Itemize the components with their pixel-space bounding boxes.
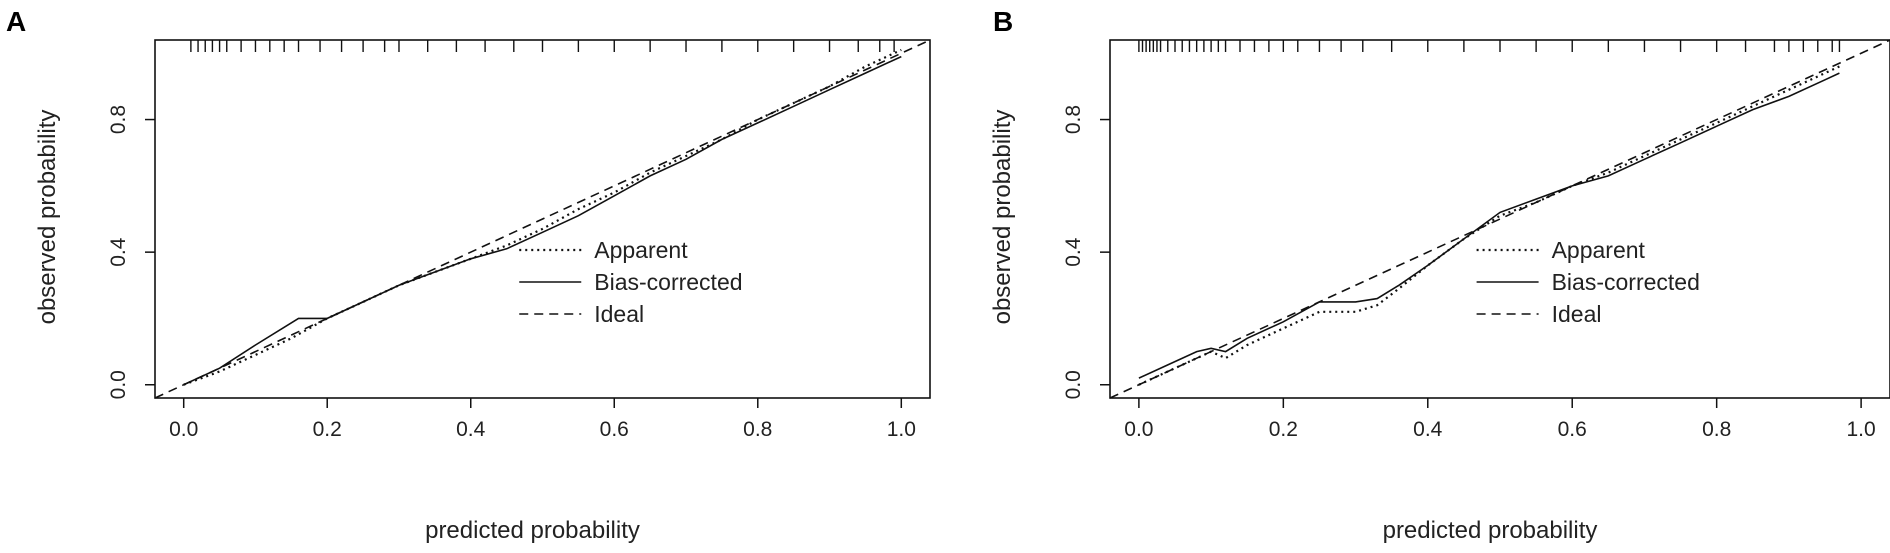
y-tick-label: 0.4 <box>1062 237 1085 267</box>
legend-label: Bias-corrected <box>1552 269 1700 295</box>
x-tick-label: 0.0 <box>169 418 198 441</box>
panel-label-b: B <box>993 6 1014 37</box>
panel-label-a: A <box>6 6 27 37</box>
series-line-bias-corrected <box>1138 72 1840 379</box>
x-tick-label: 1.0 <box>1847 418 1876 441</box>
calibration-chart-b: 0.0 0.2 0.4 0.6 0.8 1.0 0.0 0.4 0.8 predicted pro… <box>989 39 1890 544</box>
y-axis-label: observed probability <box>34 110 61 325</box>
legend-label: Ideal <box>1552 301 1602 327</box>
legend-label: Apparent <box>1552 237 1646 263</box>
x-tick-label: 0.2 <box>313 418 342 441</box>
x-tick-label: 0.4 <box>1413 418 1443 441</box>
legend-label: Ideal <box>594 301 644 327</box>
y-tick-label: 0.8 <box>107 105 130 134</box>
x-tick-label: 1.0 <box>887 418 916 441</box>
x-tick-label: 0.2 <box>1269 418 1298 441</box>
series-line-bias-corrected <box>183 55 902 386</box>
y-axis-label: observed probability <box>989 110 1016 325</box>
legend-label: Apparent <box>594 237 688 263</box>
calibration-chart-a: 0.0 0.2 0.4 0.6 0.8 1.0 0.0 0.4 0.8 predicted pro… <box>34 39 931 544</box>
y-tick-label: 0.0 <box>1062 370 1085 399</box>
x-axis-label: predicted probability <box>425 517 640 544</box>
x-tick-label: 0.8 <box>743 418 772 441</box>
legend-label: Bias-corrected <box>594 269 742 295</box>
series-line-ideal <box>1109 39 1890 399</box>
series-line-apparent <box>183 48 902 386</box>
x-tick-label: 0.4 <box>456 418 486 441</box>
x-tick-label: 0.0 <box>1124 418 1153 441</box>
x-tick-label: 0.8 <box>1702 418 1731 441</box>
y-tick-label: 0.8 <box>1062 105 1085 134</box>
x-tick-label: 0.6 <box>600 418 629 441</box>
y-tick-label: 0.4 <box>107 237 130 267</box>
series-line-apparent <box>1138 65 1840 386</box>
x-axis-label: predicted probability <box>1383 517 1598 544</box>
x-tick-label: 0.6 <box>1558 418 1587 441</box>
series-line-ideal <box>154 39 931 399</box>
y-tick-label: 0.0 <box>107 370 130 399</box>
